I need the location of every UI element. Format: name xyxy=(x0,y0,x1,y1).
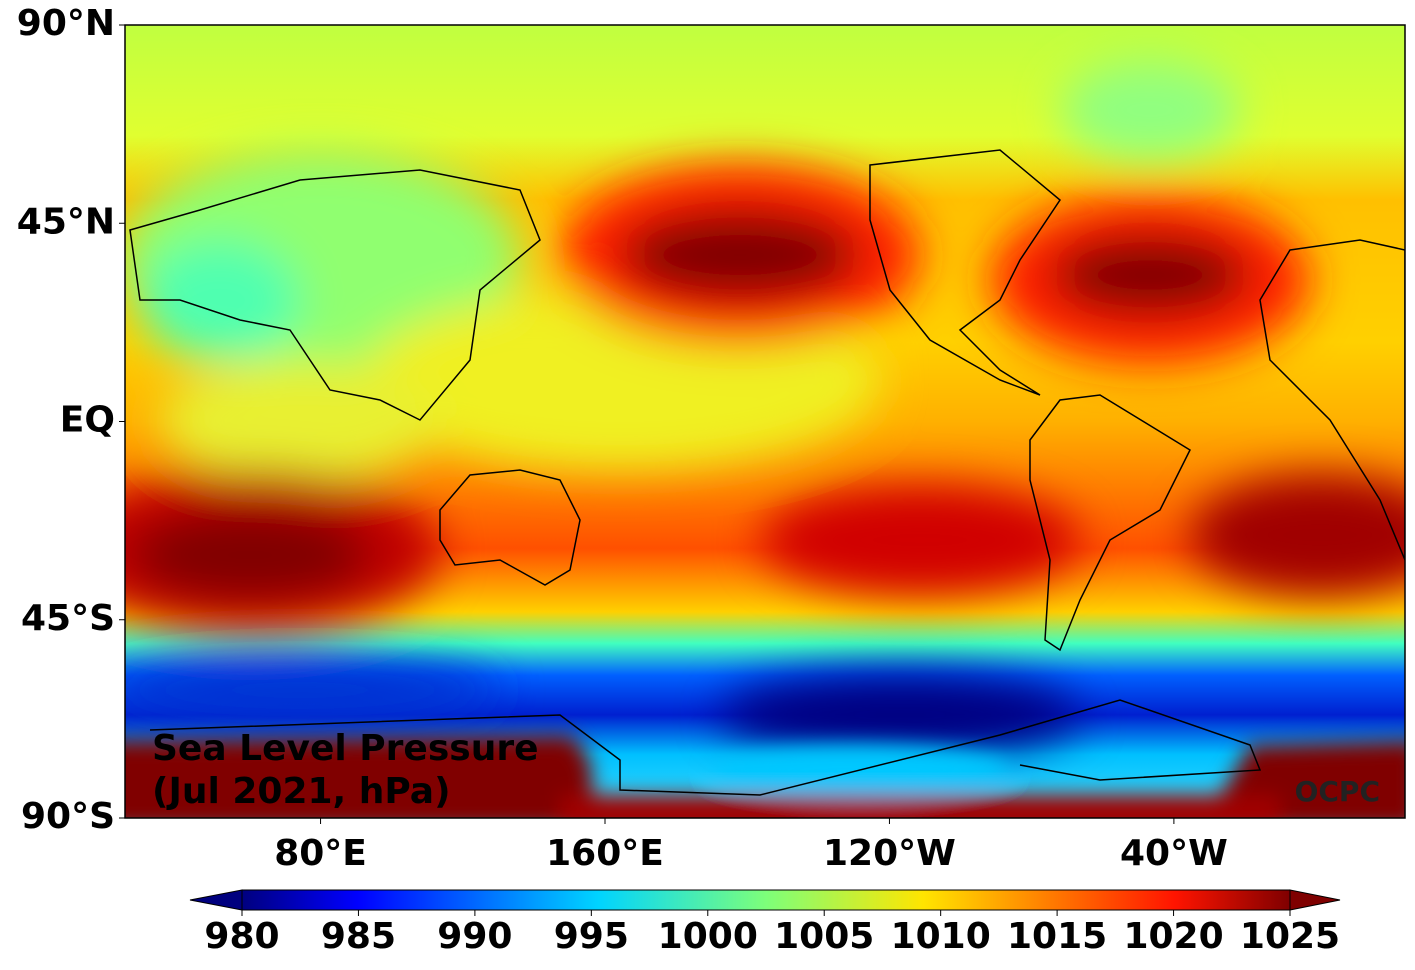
colorbar-tick-label: 995 xyxy=(554,916,629,957)
colorbar-tick-label: 1000 xyxy=(658,916,758,957)
colorbar-tick-label: 990 xyxy=(437,916,512,957)
colorbar-tick-label: 1020 xyxy=(1123,916,1223,957)
lon-tick-label: 160°E xyxy=(546,833,664,874)
lat-tick-label: 45°N xyxy=(17,201,115,242)
lat-tick-label: EQ xyxy=(60,400,115,441)
colorbar-tick-label: 980 xyxy=(204,916,279,957)
map-title: Sea Level Pressure xyxy=(152,728,539,769)
credit: OCPC xyxy=(1295,775,1380,808)
colorbar-tick-label: 1015 xyxy=(1007,916,1107,957)
lon-tick-label: 80°E xyxy=(274,833,367,874)
colorbar-tick-label: 1025 xyxy=(1240,916,1340,957)
map-title: (Jul 2021, hPa) xyxy=(152,771,451,812)
lon-tick-label: 40°W xyxy=(1120,833,1228,874)
coastlines xyxy=(129,149,1405,796)
colorbar-tick-label: 1010 xyxy=(891,916,991,957)
lat-tick-label: 90°S xyxy=(21,796,115,837)
lon-tick-label: 120°W xyxy=(823,833,956,874)
colorbar-extend-low xyxy=(189,889,243,911)
colorbar-tick-label: 1005 xyxy=(774,916,874,957)
colorbar-extend-high xyxy=(1289,889,1341,911)
lat-tick-label: 45°S xyxy=(21,598,115,639)
colorbar-tick-label: 985 xyxy=(321,916,396,957)
pressure-field xyxy=(125,25,1405,818)
lat-tick-label: 90°N xyxy=(17,3,115,44)
colorbar-body xyxy=(241,889,1291,911)
